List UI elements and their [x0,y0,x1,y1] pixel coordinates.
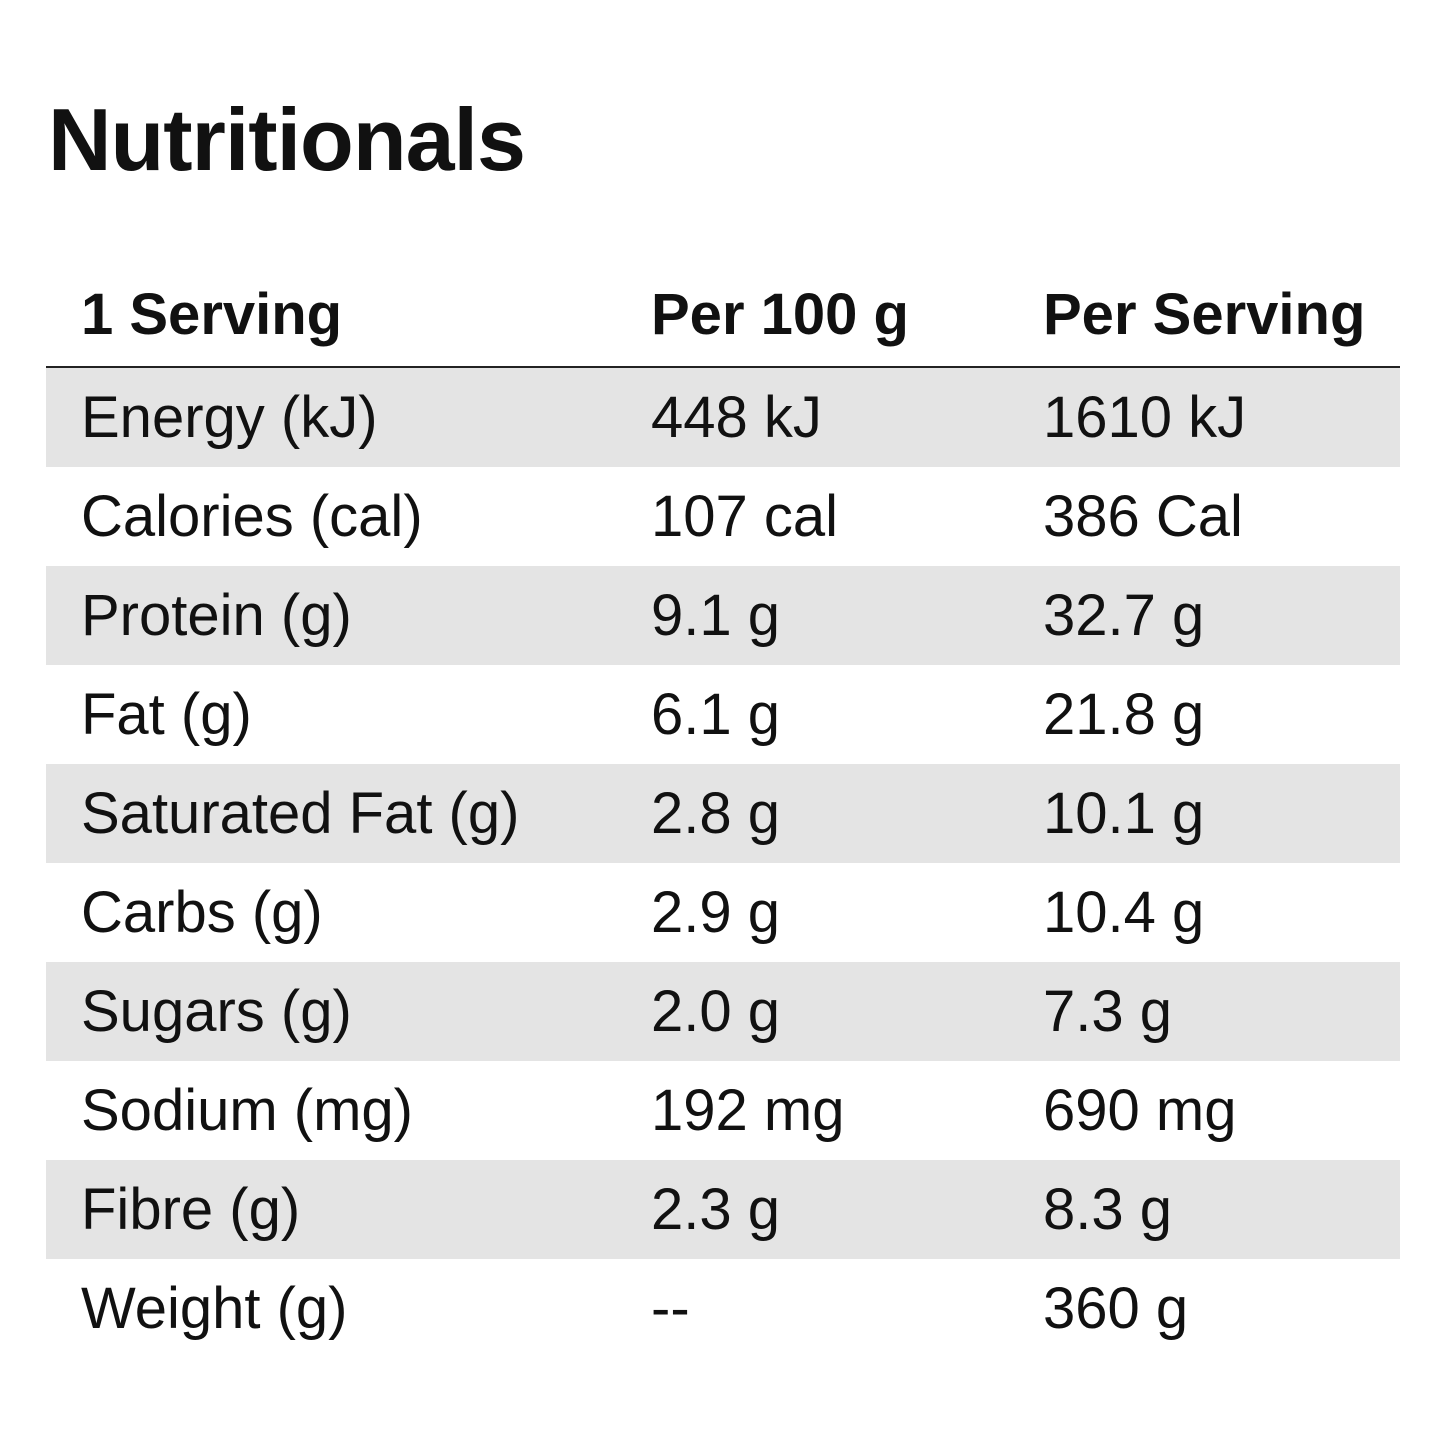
table-row: Sugars (g) 2.0 g 7.3 g [46,962,1400,1061]
per-serving-value: 10.1 g [1043,781,1205,846]
nutrition-table: 1 Serving Per 100 g Per Serving Energy (… [46,262,1400,1358]
per-serving-value: 21.8 g [1043,682,1205,747]
table-row: Carbs (g) 2.9 g 10.4 g [46,863,1400,962]
per-100g-value: 448 kJ [651,385,822,450]
per-serving-value: 386 Cal [1043,484,1243,549]
table-row: Protein (g) 9.1 g 32.7 g [46,566,1400,665]
per-serving-value: 7.3 g [1043,979,1172,1044]
column-header-serving: 1 Serving [81,281,343,347]
table-row: Energy (kJ) 448 kJ 1610 kJ [46,368,1400,467]
nutrient-label: Protein (g) [81,583,352,648]
nutrient-label: Fat (g) [81,682,252,747]
table-row: Fibre (g) 2.3 g 8.3 g [46,1160,1400,1259]
per-100g-value: 2.9 g [651,880,780,945]
nutrient-label: Sugars (g) [81,979,352,1044]
table-row: Calories (cal) 107 cal 386 Cal [46,467,1400,566]
per-serving-value: 1610 kJ [1043,385,1247,450]
per-100g-value: 192 mg [651,1078,845,1143]
table-row: Fat (g) 6.1 g 21.8 g [46,665,1400,764]
page-title: Nutritionals [48,90,526,189]
per-100g-value: -- [651,1276,690,1341]
per-serving-value: 360 g [1043,1276,1189,1341]
column-header-per-100g: Per 100 g [651,281,909,347]
nutrient-label: Weight (g) [81,1276,348,1341]
per-100g-value: 2.8 g [651,781,780,846]
per-100g-value: 6.1 g [651,682,780,747]
table-row: Sodium (mg) 192 mg 690 mg [46,1061,1400,1160]
nutrient-label: Fibre (g) [81,1177,301,1242]
per-100g-value: 2.0 g [651,979,780,1044]
nutrient-label: Calories (cal) [81,484,423,549]
per-serving-value: 10.4 g [1043,880,1205,945]
nutrient-label: Carbs (g) [81,880,323,945]
nutrient-label: Saturated Fat (g) [81,781,520,846]
per-serving-value: 690 mg [1043,1078,1237,1143]
table-row: Saturated Fat (g) 2.8 g 10.1 g [46,764,1400,863]
table-row: Weight (g) -- 360 g [46,1259,1400,1358]
per-serving-value: 32.7 g [1043,583,1205,648]
column-header-per-serving: Per Serving [1043,281,1366,347]
table-header-row: 1 Serving Per 100 g Per Serving [46,262,1400,368]
per-100g-value: 107 cal [651,484,839,549]
per-serving-value: 8.3 g [1043,1177,1172,1242]
nutrient-label: Sodium (mg) [81,1078,413,1143]
per-100g-value: 2.3 g [651,1177,780,1242]
per-100g-value: 9.1 g [651,583,780,648]
nutrient-label: Energy (kJ) [81,385,378,450]
